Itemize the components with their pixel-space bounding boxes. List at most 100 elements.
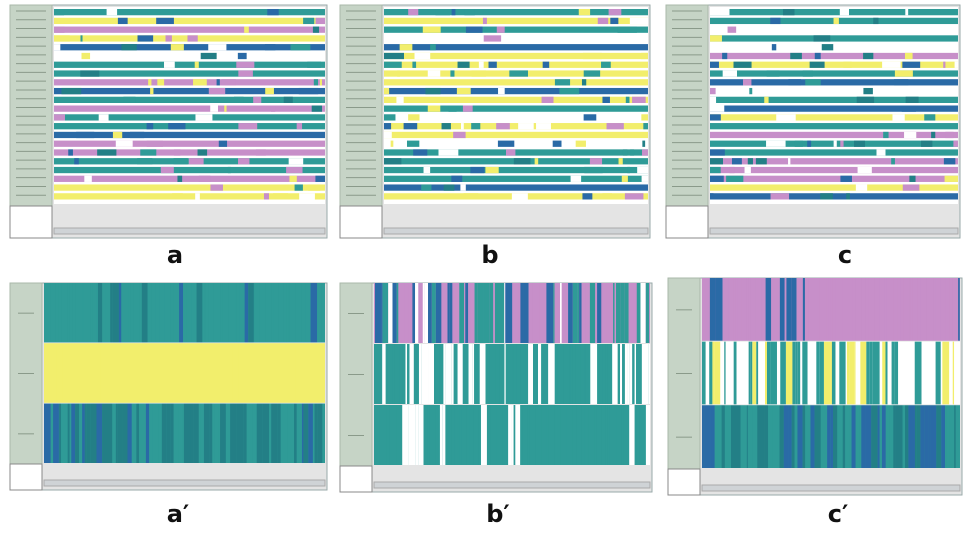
residue-column [752, 342, 756, 405]
residue-block [498, 88, 505, 94]
residue-column [415, 405, 418, 465]
residue-column [288, 283, 290, 342]
residue-block [892, 88, 897, 94]
residue-column [84, 283, 91, 342]
residue-block [461, 123, 464, 129]
residue-column [554, 405, 560, 465]
residue-block [68, 149, 73, 155]
sequence-row [384, 141, 648, 147]
residue-column [830, 405, 833, 468]
residue-column [311, 283, 318, 342]
sequence-row [54, 53, 325, 59]
residue-block [710, 35, 722, 41]
residue-column [194, 404, 199, 463]
residue-block [488, 62, 496, 68]
residue-column [78, 343, 83, 402]
residue-block [123, 97, 135, 103]
residue-column [278, 404, 281, 463]
residue-block [944, 158, 955, 164]
sequence-row [54, 62, 325, 68]
residue-column [397, 283, 399, 343]
residue-block [236, 62, 254, 68]
residue-column [896, 405, 903, 468]
residue-block [857, 97, 874, 103]
residue-column [578, 283, 580, 343]
residue-block [138, 35, 154, 41]
residue-block [217, 79, 220, 85]
residue-column [764, 405, 768, 468]
residue-column [852, 405, 856, 468]
residue-block [506, 149, 515, 155]
residue-column [710, 278, 716, 341]
residue-column [102, 343, 107, 402]
panel [10, 283, 327, 490]
residue-column [119, 343, 122, 402]
residue-column [204, 283, 205, 342]
residue-column [315, 404, 318, 463]
residue-column [99, 343, 101, 402]
residue-column [918, 278, 921, 341]
residue-block [174, 149, 180, 155]
residue-block [99, 114, 109, 120]
residue-block [496, 123, 510, 129]
residue-column [209, 283, 214, 342]
residue-block [479, 62, 484, 68]
residue-block [641, 53, 648, 59]
residue-block [228, 167, 231, 173]
residue-column [452, 344, 454, 404]
residue-block [54, 27, 65, 33]
residue-column [917, 405, 921, 468]
residue-column [470, 405, 474, 465]
residue-column [461, 405, 466, 465]
residue-column [415, 283, 418, 343]
residue-block [284, 97, 293, 103]
residue-column [520, 405, 523, 465]
residue-block [195, 62, 199, 68]
residue-column [386, 344, 388, 404]
residue-column [898, 342, 904, 405]
residue-column [833, 342, 835, 405]
residue-column [239, 343, 242, 402]
residue-block [54, 35, 70, 41]
residue-column [803, 278, 805, 341]
residue-column [880, 278, 885, 341]
residue-block [54, 114, 65, 120]
residue-block [590, 158, 602, 164]
residue-block [444, 184, 455, 190]
residue-column [303, 404, 307, 463]
residue-column [307, 404, 308, 463]
residue-block [840, 141, 843, 147]
residue-block [924, 114, 935, 120]
panel [340, 283, 652, 492]
residue-column [635, 344, 636, 404]
residue-column [215, 343, 222, 402]
residue-column [430, 405, 436, 465]
residue-column [116, 404, 117, 463]
panel-label: a′ [167, 500, 190, 528]
sequence-row [710, 132, 958, 138]
residue-column [139, 404, 146, 463]
residue-block [209, 88, 225, 94]
residue-block [221, 79, 235, 85]
residue-block [905, 9, 908, 15]
residue-column [586, 344, 591, 404]
residue-column [174, 283, 179, 342]
residue-column [245, 343, 251, 402]
residue-column [292, 343, 295, 402]
residue-column [928, 342, 934, 405]
residue-block [187, 35, 197, 41]
residue-column [560, 283, 562, 343]
residue-column [880, 405, 882, 468]
residue-column [797, 405, 802, 468]
residue-block [840, 176, 852, 182]
residue-block [598, 18, 608, 24]
residue-column [473, 405, 478, 465]
residue-block [271, 106, 275, 112]
residue-column [860, 342, 866, 405]
residue-column [623, 405, 629, 465]
residue-block [438, 149, 458, 155]
residue-block [164, 62, 175, 68]
residue-column [44, 283, 45, 342]
residue-column [637, 405, 640, 465]
residue-column [833, 405, 837, 468]
